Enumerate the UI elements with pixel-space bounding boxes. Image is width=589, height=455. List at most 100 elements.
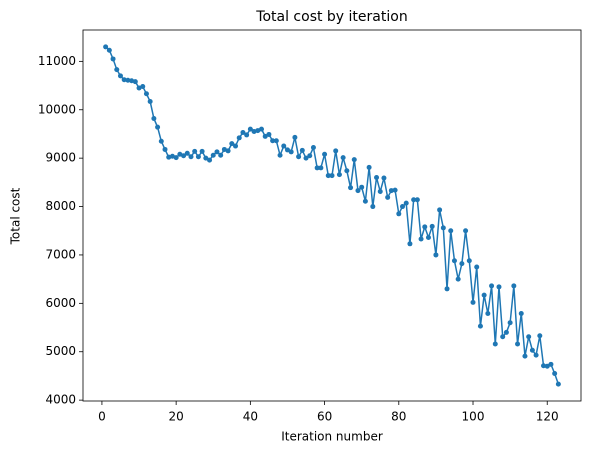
data-point — [385, 194, 391, 200]
data-point — [403, 200, 409, 206]
data-point — [437, 207, 443, 213]
x-tick-label: 40 — [243, 410, 258, 424]
data-point — [511, 283, 517, 289]
y-tick-label: 4000 — [45, 393, 76, 407]
y-tick-label: 9000 — [45, 151, 76, 165]
data-point — [400, 204, 406, 210]
y-tick-label: 11000 — [38, 54, 76, 68]
data-point — [552, 371, 558, 377]
data-point — [225, 148, 231, 154]
data-point — [485, 311, 491, 317]
data-point — [344, 168, 350, 174]
data-point — [548, 361, 554, 367]
x-tick-label: 120 — [536, 410, 559, 424]
data-point — [247, 126, 253, 132]
data-point — [151, 115, 157, 121]
data-point — [195, 154, 201, 160]
data-point — [155, 124, 161, 130]
data-point — [288, 149, 294, 155]
data-point — [481, 292, 487, 298]
data-point — [529, 347, 535, 353]
data-point — [121, 77, 127, 83]
data-point — [147, 99, 153, 105]
data-point — [281, 143, 287, 149]
data-point — [266, 131, 272, 137]
data-point — [284, 147, 290, 153]
data-point — [314, 165, 320, 171]
data-point — [310, 145, 316, 151]
data-point — [411, 197, 417, 203]
data-point — [366, 164, 372, 170]
x-tick-label: 0 — [98, 410, 106, 424]
data-point — [392, 187, 398, 193]
data-point — [258, 126, 264, 132]
data-point — [322, 151, 328, 157]
data-point — [355, 188, 361, 194]
x-tick-label: 80 — [391, 410, 406, 424]
data-point — [244, 132, 250, 138]
data-point — [455, 276, 461, 282]
data-point — [544, 363, 550, 369]
data-point — [236, 135, 242, 141]
data-point — [396, 211, 402, 217]
data-point — [240, 130, 246, 136]
y-axis-label: Total cost — [9, 187, 23, 245]
data-point — [507, 320, 513, 326]
data-point — [173, 155, 179, 161]
data-point — [192, 148, 198, 154]
data-point — [463, 228, 469, 234]
data-point — [270, 138, 276, 144]
data-point — [140, 84, 146, 90]
data-point — [299, 147, 305, 153]
data-point — [470, 299, 476, 305]
data-point — [425, 235, 431, 241]
data-point — [407, 241, 413, 247]
data-point — [132, 79, 138, 85]
data-point — [533, 352, 539, 358]
data-point — [459, 261, 465, 267]
data-point — [318, 165, 324, 171]
data-point — [555, 381, 561, 387]
data-point — [114, 67, 120, 73]
data-point — [422, 224, 428, 230]
y-tick-label: 8000 — [45, 199, 76, 213]
data-point — [526, 334, 532, 340]
data-point — [143, 91, 149, 97]
data-point — [388, 188, 394, 194]
data-point — [333, 148, 339, 154]
x-tick-label: 60 — [317, 410, 332, 424]
data-point — [210, 152, 216, 158]
data-point — [329, 173, 335, 179]
data-point — [374, 175, 380, 181]
data-point — [451, 258, 457, 264]
data-point — [359, 184, 365, 190]
data-point — [110, 56, 116, 62]
data-point — [440, 225, 446, 231]
data-point — [477, 323, 483, 329]
data-point — [522, 353, 528, 359]
data-point — [444, 286, 450, 292]
data-point — [188, 154, 194, 160]
data-point — [125, 77, 131, 83]
data-point — [203, 155, 209, 161]
plot-frame — [82, 29, 582, 402]
data-point — [433, 252, 439, 258]
data-point — [466, 258, 472, 264]
data-point — [518, 311, 524, 317]
chart-title: Total cost by iteration — [255, 9, 407, 25]
data-point — [277, 152, 283, 158]
data-point — [199, 148, 205, 154]
data-point — [348, 185, 354, 191]
data-point — [340, 155, 346, 161]
data-point — [307, 153, 313, 159]
y-tick-label: 10000 — [38, 102, 76, 116]
y-tick-label: 7000 — [45, 247, 76, 261]
data-point — [448, 228, 454, 234]
data-point — [381, 175, 387, 181]
data-point — [370, 204, 376, 210]
data-point — [303, 155, 309, 161]
data-point — [158, 138, 164, 144]
x-tick-label: 100 — [462, 410, 485, 424]
data-point — [262, 133, 268, 139]
